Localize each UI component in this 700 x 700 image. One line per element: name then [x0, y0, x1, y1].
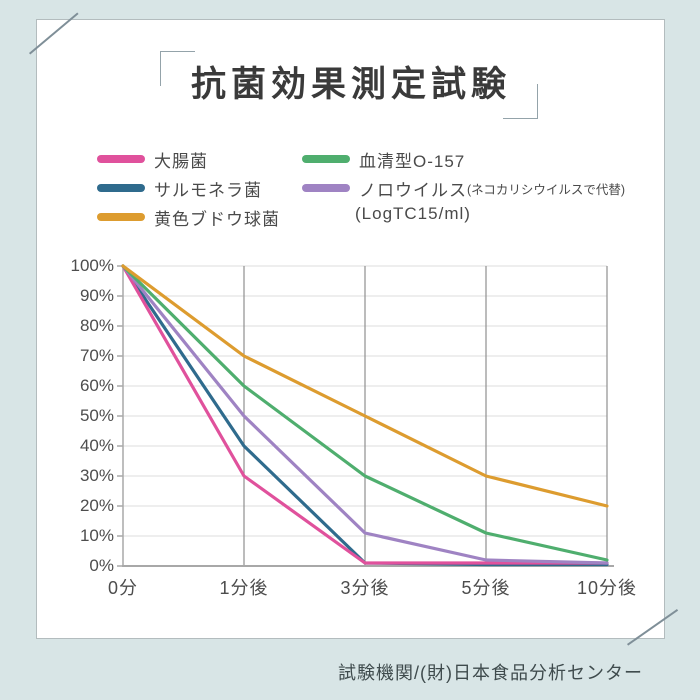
y-tick-label: 90%: [79, 286, 114, 305]
title-bracket-close-icon: [503, 84, 538, 119]
legend-item-ecoli: 大腸菌: [97, 148, 208, 171]
credit-text: 試験機関/(財)日本食品分析センター: [338, 663, 643, 683]
y-tick-label: 50%: [79, 406, 114, 425]
x-tick-label: 1分後: [219, 578, 269, 598]
legend-swatch-ecoli: [97, 155, 145, 163]
y-tick-label: 30%: [79, 466, 114, 485]
y-tick-label: 80%: [79, 316, 114, 335]
y-tick-label: 10%: [79, 526, 114, 545]
legend-item-norovirus: ノロウイルス (ネコカリシウイルスで代替): [302, 177, 626, 200]
series-line-0: [121, 264, 609, 565]
legend-label-o157: 血清型O-157: [359, 151, 466, 171]
chart-svg: [117, 264, 614, 567]
series-line-3: [121, 264, 609, 562]
legend-label-salmonella: サルモネラ菌: [154, 180, 262, 200]
legend-label-norovirus: ノロウイルス: [359, 180, 467, 200]
series-line-2: [121, 264, 609, 508]
legend-swatch-o157: [302, 155, 350, 163]
legend-swatch-staphylococcus: [97, 213, 145, 221]
title-bracket-open-icon: [160, 51, 195, 86]
x-tick-label: 5分後: [461, 578, 511, 598]
x-tick-label: 10分後: [576, 578, 638, 598]
y-tick-label: 60%: [79, 376, 114, 395]
legend-item-staphylococcus: 黄色ブドウ球菌: [97, 206, 280, 229]
y-tick-label: 70%: [79, 346, 114, 365]
legend-item-salmonella: サルモネラ菌: [97, 177, 262, 200]
legend-swatch-salmonella: [97, 184, 145, 192]
page-title: 抗菌効果測定試験: [190, 65, 511, 104]
y-tick-label: 0%: [89, 556, 114, 575]
y-tick-label: 40%: [79, 436, 114, 455]
x-tick-label: 3分後: [340, 578, 390, 598]
legend-unit-label: (LogTC15/ml): [355, 204, 471, 223]
legend-label-staphylococcus: 黄色ブドウ球菌: [154, 209, 280, 229]
x-tick-label: 0分: [107, 578, 138, 598]
y-tick-label: 20%: [79, 496, 114, 515]
y-tick-label: 100%: [70, 256, 114, 275]
series-line-4: [121, 264, 609, 565]
title-wrap: 抗菌効果測定試験: [36, 56, 666, 107]
legend-item-o157: 血清型O-157: [302, 148, 466, 171]
legend-swatch-norovirus: [302, 184, 350, 192]
legend-note-norovirus: (ネコカリシウイルスで代替): [467, 182, 626, 197]
legend-label-ecoli: 大腸菌: [154, 151, 208, 171]
